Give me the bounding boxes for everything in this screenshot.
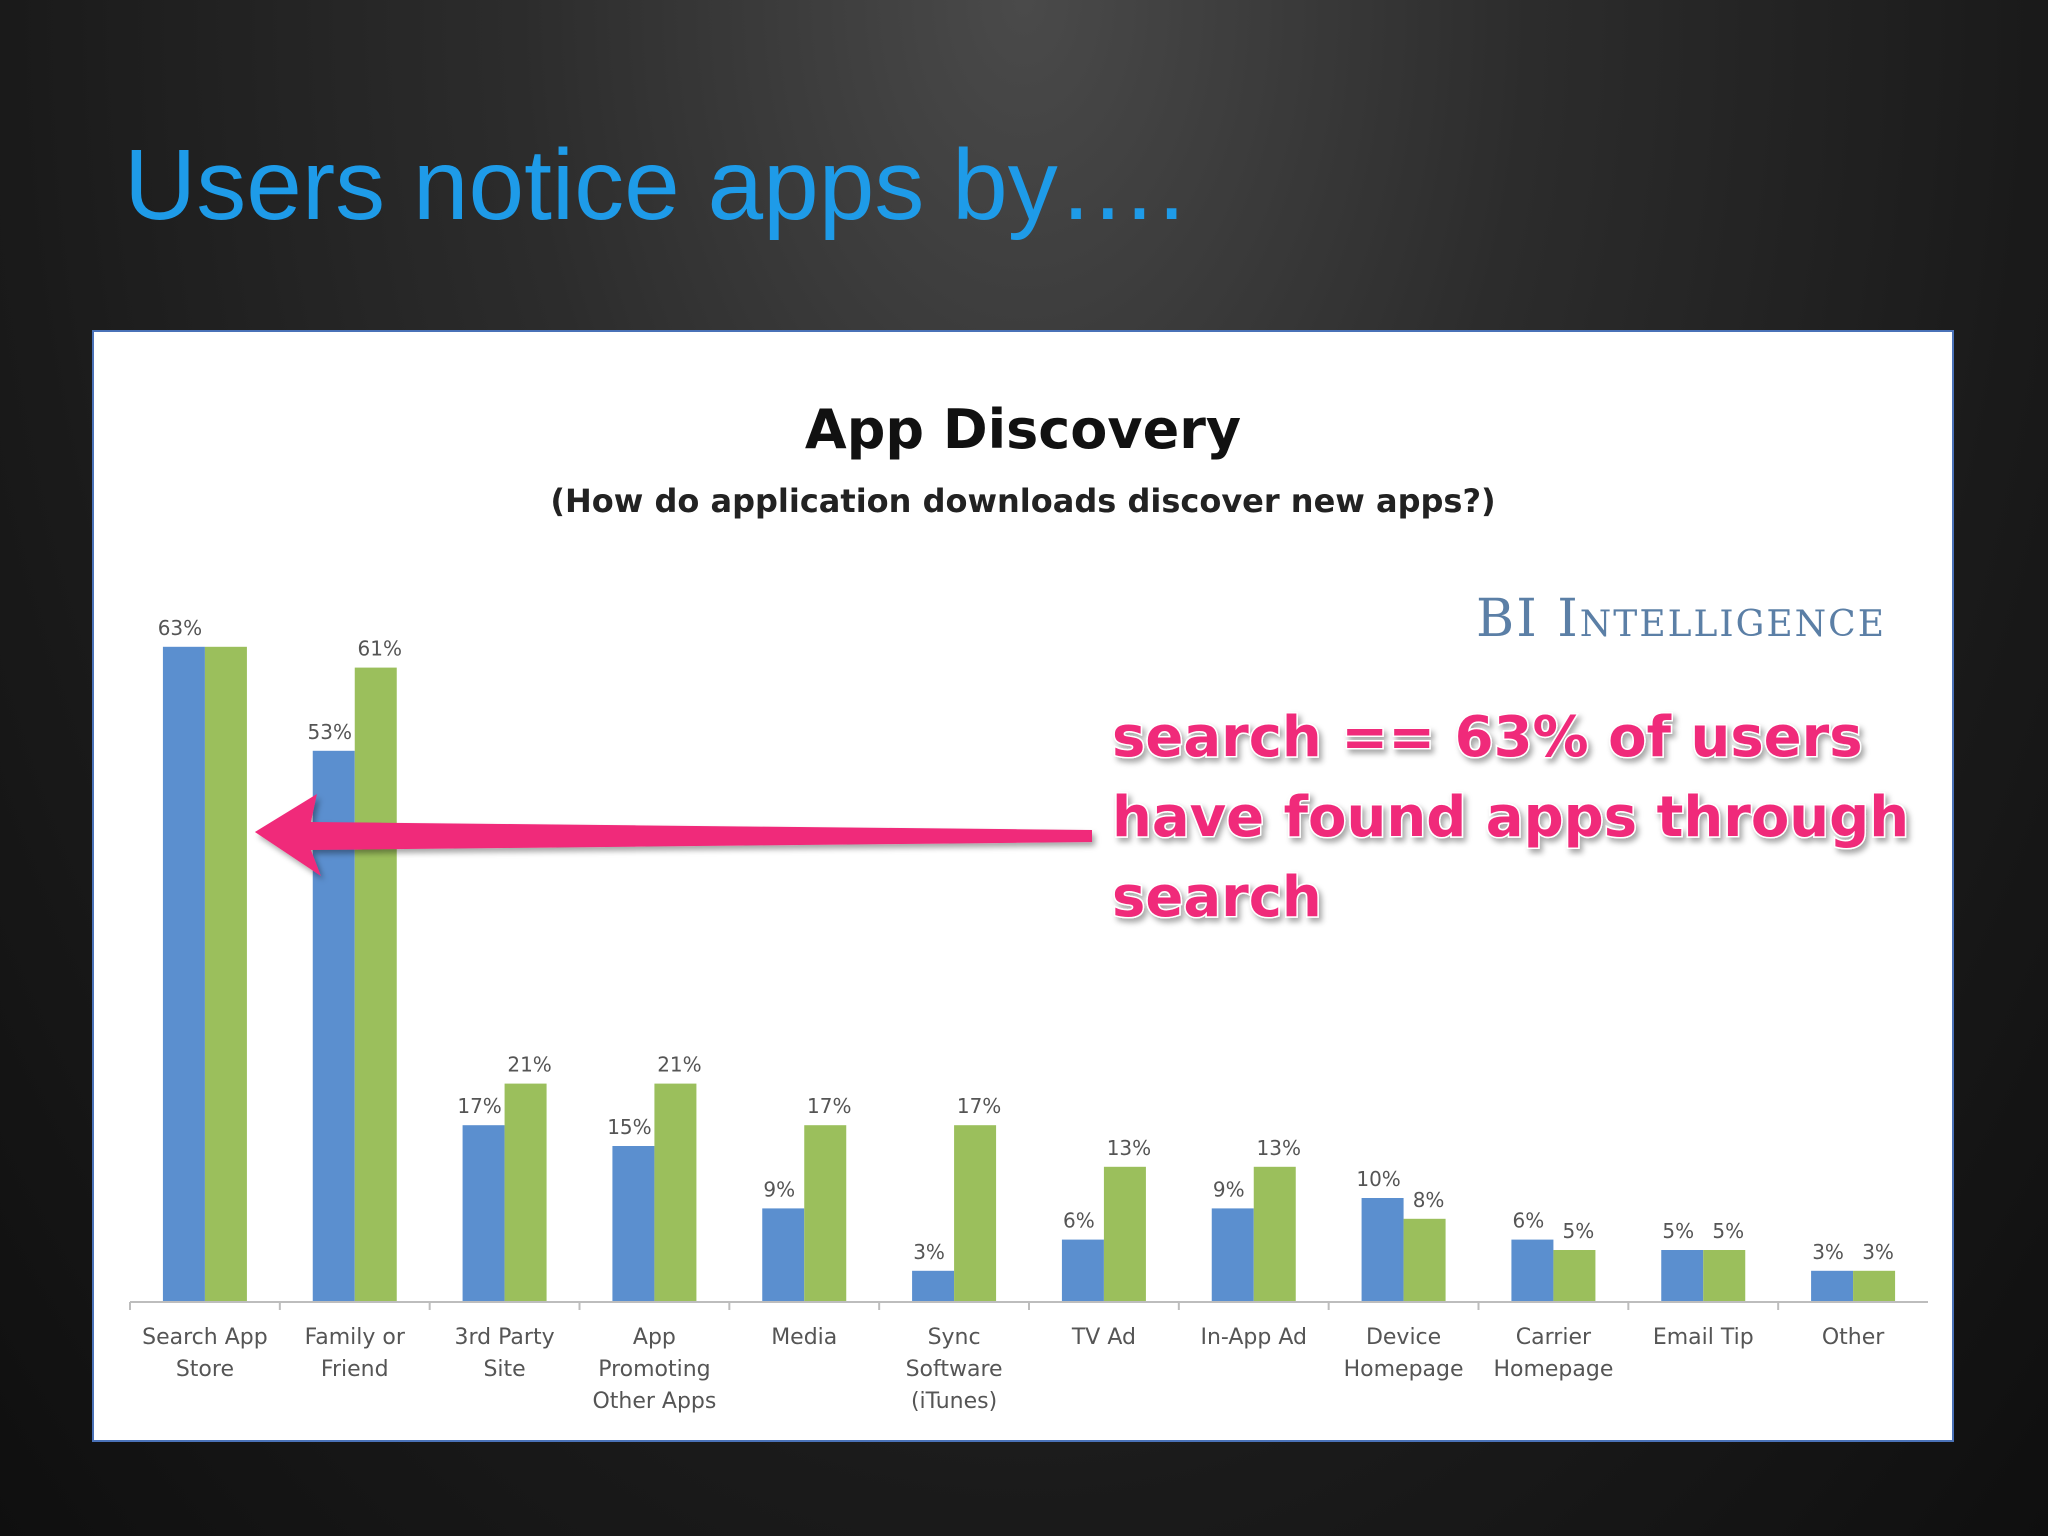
- callout-text-line: have found apps through: [1112, 785, 1909, 850]
- bar-series-1: [1061, 1239, 1104, 1302]
- x-tick-label-line: (iTunes): [911, 1389, 997, 1414]
- data-label: 6%: [1513, 1209, 1545, 1233]
- x-tick-label: Email Tip: [1653, 1325, 1754, 1350]
- data-label: 13%: [1107, 1136, 1151, 1160]
- x-tick-label: App Promoting Other Apps: [592, 1325, 716, 1414]
- x-tick-label-line: Media: [771, 1325, 837, 1350]
- bars-layer: [162, 646, 1896, 1302]
- x-tick-label-line: Sync: [928, 1325, 981, 1350]
- data-label: 9%: [1213, 1177, 1245, 1201]
- x-tick-label-line: Other Apps: [592, 1389, 716, 1414]
- callout: search == 63% of users have found apps th…: [254, 704, 1911, 932]
- x-tick-label-line: Store: [176, 1357, 234, 1382]
- chart-frame: App Discovery (How do application downlo…: [92, 330, 1954, 1442]
- x-tick-label-line: Homepage: [1493, 1357, 1613, 1382]
- x-tick-label: 3rd Party Site: [455, 1325, 555, 1382]
- x-tick-label-line: Email Tip: [1653, 1325, 1754, 1350]
- data-label: 3%: [1812, 1240, 1844, 1264]
- x-tick-label-line: Other: [1822, 1325, 1885, 1350]
- x-tick-label: Sync Software (iTunes): [906, 1325, 1003, 1414]
- callout-arrow: [254, 794, 1092, 876]
- data-label: 63%: [158, 616, 202, 640]
- x-tick-label-line: TV Ad: [1071, 1325, 1136, 1350]
- data-label: 13%: [1257, 1136, 1301, 1160]
- x-tick-label-line: Homepage: [1344, 1357, 1464, 1382]
- bar-series-2: [654, 1083, 697, 1302]
- x-tick-label-line: App: [633, 1325, 676, 1350]
- chart-subtitle: (How do application downloads discover n…: [550, 482, 1495, 520]
- x-tick-label-line: Device: [1366, 1325, 1441, 1350]
- callout-text-line: search == 63% of users: [1112, 705, 1863, 770]
- bar-series-2: [354, 667, 397, 1302]
- x-tick-label-line: Site: [483, 1357, 525, 1382]
- chart-title: App Discovery: [805, 398, 1241, 461]
- data-label: 3%: [1862, 1240, 1894, 1264]
- x-tick-label: TV Ad: [1071, 1325, 1136, 1350]
- x-tick-label: Device Homepage: [1344, 1325, 1464, 1382]
- bar-series-2: [804, 1125, 847, 1302]
- app-discovery-chart: App Discovery (How do application downlo…: [129, 398, 1928, 1414]
- bar-series-2: [1403, 1218, 1446, 1302]
- data-label: 10%: [1356, 1167, 1400, 1191]
- slide-title: Users notice apps by….: [124, 129, 1186, 241]
- x-tick-label-line: Search App: [142, 1325, 268, 1350]
- x-tick-label: Search App Store: [142, 1325, 268, 1382]
- x-tick-label-line: Friend: [321, 1357, 389, 1382]
- data-label: 17%: [457, 1094, 501, 1118]
- bar-series-2: [1253, 1166, 1296, 1302]
- bar-series-1: [1361, 1198, 1404, 1302]
- x-tick-label: Media: [771, 1325, 837, 1350]
- callout-text-line: search: [1112, 865, 1322, 930]
- data-label: 15%: [607, 1115, 651, 1139]
- data-label: 17%: [957, 1094, 1001, 1118]
- bar-series-1: [1211, 1208, 1254, 1302]
- data-label: 3%: [913, 1240, 945, 1264]
- bar-series-1: [912, 1270, 955, 1302]
- x-tick-label-line: Software: [906, 1357, 1003, 1382]
- data-label: 21%: [507, 1053, 551, 1077]
- bar-series-1: [1511, 1239, 1554, 1302]
- bar-series-1: [162, 646, 205, 1302]
- x-tick-label-line: In-App Ad: [1201, 1325, 1308, 1350]
- x-tick-label-line: Family or: [305, 1325, 406, 1350]
- x-axis: Search App Store Family or Friend 3rd Party S…: [129, 1301, 1928, 1414]
- data-label: 53%: [308, 720, 352, 744]
- x-tick-label-line: Carrier: [1516, 1325, 1592, 1350]
- data-label: 5%: [1563, 1219, 1595, 1243]
- data-label: 5%: [1662, 1219, 1694, 1243]
- bar-series-1: [762, 1208, 805, 1302]
- x-tick-label: In-App Ad: [1201, 1325, 1308, 1350]
- data-label: 21%: [657, 1053, 701, 1077]
- bar-series-1: [462, 1125, 505, 1302]
- bar-series-2: [504, 1083, 547, 1302]
- bar-series-2: [1553, 1250, 1596, 1302]
- bar-series-1: [612, 1146, 655, 1302]
- x-tick-label: Other: [1822, 1325, 1885, 1350]
- x-tick-label-line: 3rd Party: [455, 1325, 555, 1350]
- labels-layer: 63%53%61%17%21%15%21%9%17%3%17%6%13%9%13…: [158, 616, 1894, 1264]
- data-label: 17%: [807, 1094, 851, 1118]
- bar-series-2: [954, 1125, 997, 1302]
- data-label: 9%: [763, 1177, 795, 1201]
- data-label: 5%: [1712, 1219, 1744, 1243]
- data-label: 6%: [1063, 1209, 1095, 1233]
- bar-series-2: [1703, 1250, 1746, 1302]
- bar-series-1: [1661, 1250, 1704, 1302]
- bar-series-2: [1853, 1270, 1896, 1302]
- x-tick-label: Family or Friend: [305, 1325, 406, 1382]
- x-tick-label-line: Promoting: [598, 1357, 710, 1382]
- bi-intelligence-logo: BI Intelligence: [1476, 589, 1886, 649]
- bar-series-1: [1811, 1270, 1854, 1302]
- x-tick-label: Carrier Homepage: [1493, 1325, 1613, 1382]
- bar-series-2: [1103, 1166, 1146, 1302]
- data-label: 8%: [1413, 1188, 1445, 1212]
- data-label: 61%: [358, 637, 402, 661]
- bar-series-2: [204, 646, 247, 1302]
